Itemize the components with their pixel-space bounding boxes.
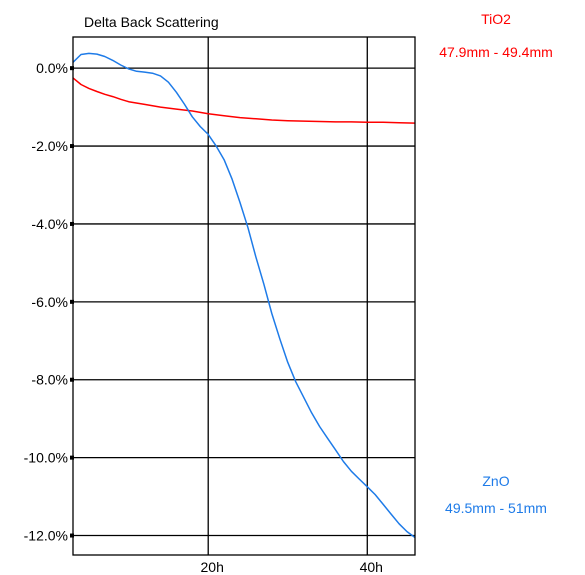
y-tick-label: 0.0% (36, 60, 68, 76)
y-tick-mark (70, 221, 74, 226)
y-tick-label: -10.0% (24, 450, 68, 466)
legend-tio2-range: 47.9mm - 49.4mm (439, 44, 553, 60)
chart-title: Delta Back Scattering (84, 14, 219, 30)
y-tick-mark (70, 144, 74, 149)
legend-zno: ZnO 49.5mm - 51mm (445, 473, 547, 516)
y-tick-label: -2.0% (31, 138, 68, 154)
x-tick-label: 20h (201, 559, 224, 575)
y-tick-mark (70, 299, 74, 304)
legend-zno-range: 49.5mm - 51mm (445, 500, 547, 516)
legend-tio2-name: TiO2 (481, 11, 511, 27)
legend-zno-name: ZnO (482, 473, 509, 489)
x-tick-label: 40h (360, 559, 383, 575)
y-tick-label: -8.0% (31, 372, 68, 388)
series-line-zno (72, 52, 416, 539)
y-tick-label: -6.0% (31, 294, 68, 310)
plot-border (72, 36, 416, 556)
y-tick-label: -4.0% (31, 216, 68, 232)
y-tick-label: -12.0% (24, 528, 68, 544)
y-tick-mark (70, 455, 74, 460)
y-tick-mark (70, 377, 74, 382)
x-axis: 20h 40h (201, 559, 383, 575)
y-axis: 0.0% -2.0% -4.0% -6.0% -8.0% -10.0% -12.0% (24, 60, 74, 544)
series-layer (72, 52, 416, 539)
plot-frame (72, 36, 416, 556)
series-line-tio2 (72, 77, 416, 124)
grid (73, 37, 415, 555)
legend-tio2: TiO2 47.9mm - 49.4mm (439, 11, 553, 60)
y-tick-mark (70, 533, 74, 538)
y-tick-mark (70, 66, 74, 71)
